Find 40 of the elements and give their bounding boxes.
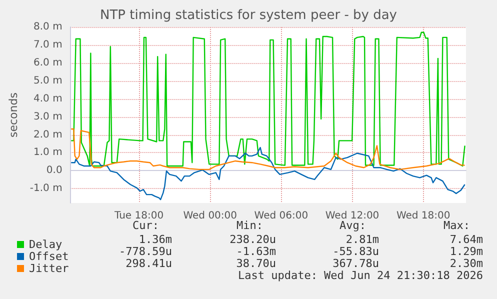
text: Cur: bbox=[132, 219, 160, 232]
legend-label: Offset bbox=[29, 250, 69, 263]
legend-label: Delay bbox=[29, 238, 62, 251]
y-tick-label: 1.0 m bbox=[34, 147, 62, 158]
y-tick-label: 6.0 m bbox=[34, 57, 62, 68]
text: 2.81m bbox=[346, 233, 380, 246]
y-axis-title: seconds bbox=[7, 92, 20, 138]
text: 1.36m bbox=[138, 233, 172, 246]
text: 298.41u bbox=[126, 257, 172, 270]
x-tick-label: Wed 06:00 bbox=[254, 210, 308, 222]
y-tick-label: 0.0 bbox=[46, 165, 62, 176]
text: 38.70u bbox=[236, 257, 276, 270]
y-tick-label: 7.0 m bbox=[34, 39, 62, 50]
x-tick-label: Wed 12:00 bbox=[325, 210, 380, 222]
text: Min: bbox=[236, 219, 264, 232]
line-series bbox=[70, 146, 466, 200]
text: 367.78u bbox=[332, 257, 379, 270]
x-tick-label: Tue 18:00 bbox=[114, 210, 164, 222]
y-tick-label: 8.0 m bbox=[34, 22, 62, 32]
y-tick-label: -1.0 m bbox=[30, 183, 62, 194]
text: Max: bbox=[444, 219, 470, 232]
text: -1.63m bbox=[236, 245, 276, 258]
y-tick-label: 4.0 m bbox=[34, 93, 62, 104]
text: 238.20u bbox=[230, 233, 276, 246]
text: 1.29m bbox=[450, 245, 484, 258]
y-tick-label: 3.0 m bbox=[34, 111, 62, 122]
text: 2.30m bbox=[450, 257, 484, 270]
legend-label: Jitter bbox=[29, 262, 70, 275]
y-tick-label: 5.0 m bbox=[34, 75, 62, 86]
x-tick-label: Wed 00:00 bbox=[183, 210, 238, 222]
line-series bbox=[70, 32, 466, 167]
line-series bbox=[70, 128, 466, 170]
chart-title: NTP timing statistics for system peer - by day bbox=[100, 8, 398, 23]
x-tick-label: Wed 18:00 bbox=[396, 210, 450, 222]
text: Last update: Wed Jun 24 21:30:18 2026 bbox=[238, 269, 484, 282]
y-tick-label: 2.0 m bbox=[34, 129, 62, 140]
text: -778.59u bbox=[119, 245, 172, 258]
text: 7.64m bbox=[450, 233, 484, 246]
text: Avg: bbox=[340, 219, 366, 232]
text: -55.83u bbox=[332, 245, 379, 258]
